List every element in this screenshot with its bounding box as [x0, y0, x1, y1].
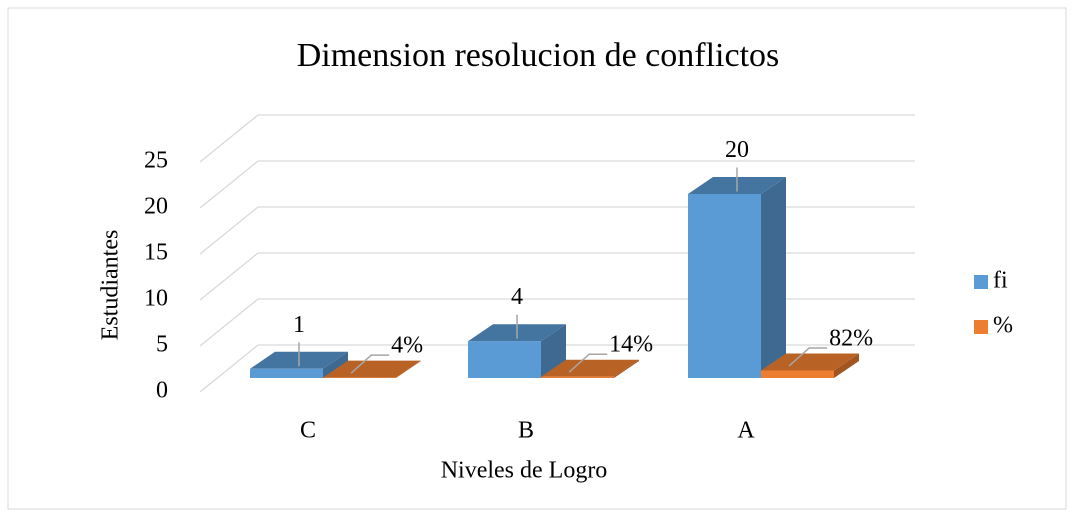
- x-tick-label: A: [737, 418, 755, 444]
- data-label: 82%: [829, 325, 873, 351]
- bar: [761, 370, 834, 378]
- y-tick-label: 25: [144, 148, 168, 174]
- y-axis-title: Estudiantes: [98, 230, 124, 341]
- y-tick-label: 0: [156, 378, 168, 404]
- bar-side: [761, 177, 786, 378]
- legend-label: %: [993, 313, 1013, 339]
- y-tick-label: 15: [144, 240, 168, 266]
- data-label: 20: [725, 137, 749, 163]
- legend-label: fi: [993, 268, 1008, 294]
- x-tick-label: B: [518, 418, 534, 444]
- legend-swatch: [974, 275, 988, 289]
- data-label: 4: [511, 284, 523, 310]
- y-tick-label: 10: [144, 286, 168, 312]
- chart-title: Dimension resolucion de conflictos: [297, 37, 780, 74]
- legend-swatch: [974, 320, 988, 334]
- bar: [688, 194, 761, 378]
- data-label: 14%: [609, 332, 653, 358]
- data-label: 1: [293, 312, 305, 338]
- bar: [541, 377, 614, 378]
- y-tick-label: 20: [144, 194, 168, 220]
- bar: [250, 369, 323, 378]
- x-tick-label: C: [300, 418, 316, 444]
- x-axis-title: Niveles de Logro: [441, 458, 608, 484]
- bar: [468, 341, 541, 378]
- y-tick-label: 5: [156, 332, 168, 358]
- data-label: 4%: [391, 333, 423, 359]
